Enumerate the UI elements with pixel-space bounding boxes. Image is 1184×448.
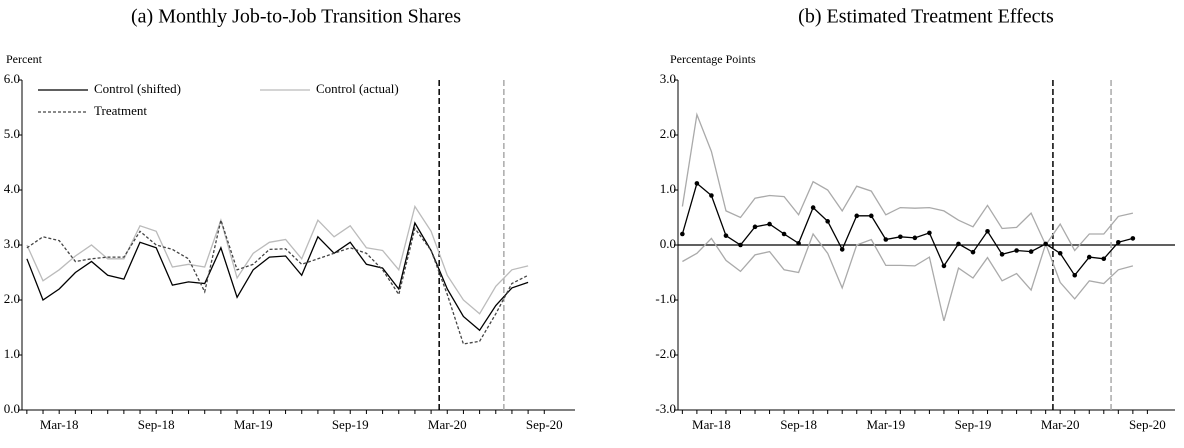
y-axis-label: Percent (6, 52, 43, 66)
x-tick-label: Mar-18 (40, 417, 79, 432)
data-point (738, 242, 743, 248)
data-point (985, 228, 990, 234)
series-line (26, 221, 529, 332)
data-point (1043, 241, 1048, 247)
legend-label: Control (actual) (316, 81, 399, 96)
data-point (854, 213, 860, 219)
legend-label: Treatment (94, 103, 147, 118)
data-point (883, 237, 889, 242)
data-point (898, 234, 903, 240)
chart-title: (a) Monthly Job-to-Job Transition Shares (131, 6, 461, 28)
series-line (682, 232, 1134, 322)
x-tick-label: Mar-20 (428, 417, 467, 432)
data-point (970, 249, 976, 255)
x-tick-label: Sep-20 (526, 417, 563, 432)
x-tick-label: Sep-19 (332, 417, 369, 432)
y-tick-label: 6.0 (4, 71, 20, 86)
data-point (810, 205, 816, 210)
y-tick-label: 3.0 (660, 71, 676, 86)
y-tick-label: 2.0 (4, 291, 20, 306)
y-tick-label: 0.0 (4, 401, 20, 416)
data-point (694, 181, 700, 186)
y-tick-label: 0.0 (660, 236, 676, 251)
data-point (680, 231, 685, 237)
data-point (723, 233, 729, 238)
data-point (956, 241, 961, 247)
y-tick-label: -3.0 (655, 401, 676, 416)
x-tick-label: Sep-20 (1129, 417, 1166, 432)
data-point (1028, 249, 1034, 254)
data-point (1101, 256, 1107, 262)
data-point (999, 252, 1005, 257)
series-line (26, 217, 529, 345)
data-point (781, 231, 787, 237)
y-tick-label: 1.0 (4, 346, 20, 361)
series-line (26, 204, 529, 315)
x-tick-label: Mar-19 (866, 417, 905, 432)
y-tick-label: -1.0 (655, 291, 676, 306)
data-point (796, 241, 801, 246)
x-tick-label: Mar-18 (692, 417, 731, 432)
y-tick-label: 2.0 (660, 126, 676, 141)
data-point (927, 230, 932, 236)
data-point (767, 221, 772, 227)
data-point (1014, 248, 1019, 253)
data-point (912, 235, 918, 241)
x-tick-label: Sep-18 (138, 417, 175, 432)
data-point (1116, 239, 1121, 245)
y-axis-label: Percentage Points (670, 52, 756, 66)
y-tick-label: 1.0 (660, 181, 676, 196)
data-point (941, 263, 947, 269)
data-point (1057, 250, 1063, 256)
y-tick-label: 3.0 (4, 236, 20, 251)
data-point (752, 224, 758, 230)
legend-label: Control (shifted) (94, 81, 181, 96)
y-tick-label: 5.0 (4, 126, 20, 141)
x-tick-label: Mar-20 (1041, 417, 1080, 432)
x-tick-label: Mar-19 (234, 417, 273, 432)
series-line (681, 112, 1134, 252)
data-point (839, 247, 845, 252)
data-point (868, 213, 874, 219)
x-tick-label: Sep-18 (780, 417, 817, 432)
x-tick-label: Sep-19 (955, 417, 992, 432)
data-point (1086, 254, 1092, 260)
data-point (1072, 272, 1078, 278)
data-point (825, 219, 830, 224)
chart-title: (b) Estimated Treatment Effects (798, 6, 1054, 28)
data-point (709, 193, 714, 198)
series-line (681, 182, 1134, 277)
data-point (1130, 236, 1136, 241)
y-tick-label: 4.0 (4, 181, 20, 196)
y-tick-label: -2.0 (655, 346, 676, 361)
